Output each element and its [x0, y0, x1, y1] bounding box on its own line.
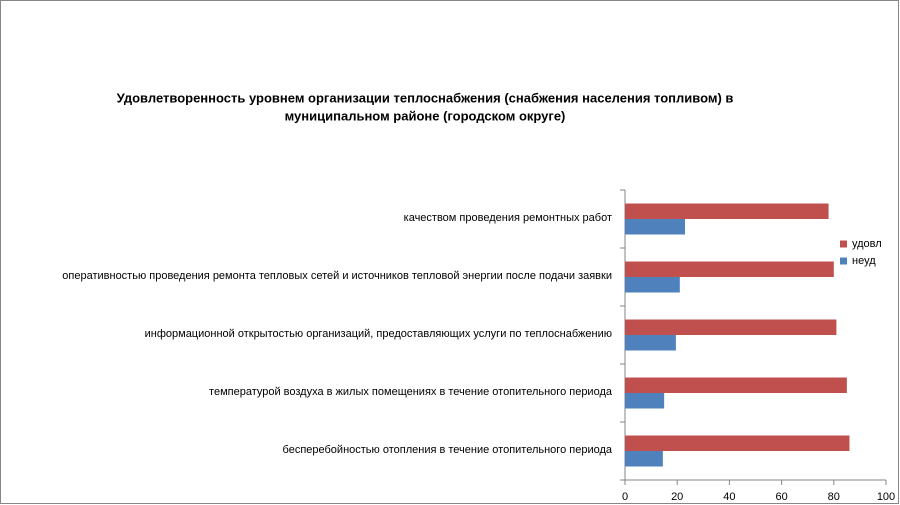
bar — [625, 393, 665, 409]
y-tick-label: температурой воздуха в жилых помещениях … — [209, 386, 613, 398]
chart-title: муниципальном районе (городском округе) — [285, 108, 566, 123]
x-tick-label: 100 — [877, 491, 895, 503]
bar — [625, 261, 834, 277]
bar — [625, 435, 850, 451]
chart-title: Удовлетворенность уровнем организации те… — [117, 90, 734, 105]
legend-label: неуд — [852, 255, 876, 267]
bar — [625, 219, 686, 235]
y-tick-label: оперативностью проведения ремонта теплов… — [62, 270, 612, 282]
y-tick-label: качеством проведения ремонтных работ — [404, 212, 612, 224]
x-tick-label: 40 — [723, 491, 735, 503]
x-tick-label: 0 — [622, 491, 628, 503]
x-tick-label: 60 — [775, 491, 787, 503]
y-tick-label: бесперебойностью отопления в течение ото… — [283, 444, 613, 456]
bar — [625, 203, 829, 219]
bar — [625, 319, 837, 335]
y-tick-label: информационной открытостью организаций, … — [145, 328, 612, 340]
bar — [625, 277, 680, 293]
legend-label: удовл — [852, 238, 882, 250]
x-tick-label: 20 — [671, 491, 683, 503]
bar — [625, 451, 663, 467]
bar — [625, 335, 676, 351]
legend-swatch — [840, 240, 847, 248]
bar — [625, 377, 847, 393]
x-tick-label: 80 — [828, 491, 840, 503]
legend-swatch — [840, 257, 847, 265]
